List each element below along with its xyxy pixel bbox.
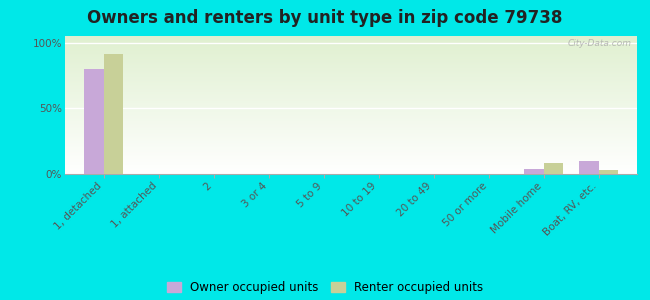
Bar (543, 164, 563, 174)
Bar (525, 169, 543, 174)
Text: Owners and renters by unit type in zip code 79738: Owners and renters by unit type in zip c… (87, 9, 563, 27)
Bar (84, 69, 103, 174)
Bar (599, 170, 617, 174)
Bar (103, 54, 123, 174)
Bar (579, 161, 599, 174)
Legend: Owner occupied units, Renter occupied units: Owner occupied units, Renter occupied un… (167, 281, 483, 294)
Text: City-Data.com: City-Data.com (567, 39, 631, 48)
